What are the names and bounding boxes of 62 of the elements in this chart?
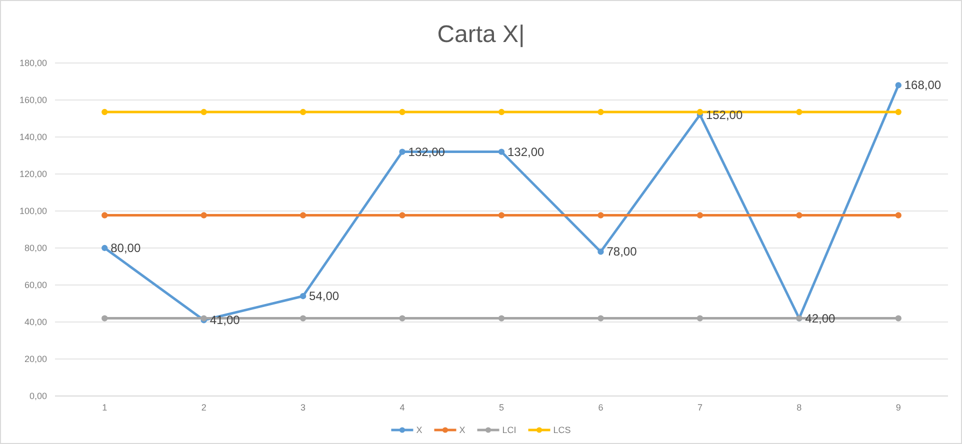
point — [102, 315, 108, 322]
point — [300, 315, 306, 322]
data-label: 54,00 — [309, 289, 340, 304]
point — [498, 212, 505, 218]
data-label: 168,00 — [904, 78, 942, 92]
y-tick-label: 20,00 — [24, 354, 47, 364]
y-tick-label: 140,00 — [19, 132, 47, 142]
point — [399, 108, 406, 116]
point — [102, 244, 108, 252]
point — [498, 108, 505, 116]
point — [200, 212, 207, 218]
point — [895, 82, 902, 88]
point — [300, 293, 306, 300]
point — [796, 212, 802, 218]
point — [598, 212, 604, 218]
point — [102, 108, 108, 116]
data-label: 41,00 — [210, 313, 240, 328]
legend-label: LCI — [502, 425, 516, 435]
y-tick-label: 80,00 — [24, 242, 47, 253]
point — [102, 212, 108, 218]
point — [399, 315, 406, 322]
point — [696, 108, 704, 116]
legend-label: X — [416, 425, 422, 435]
chart-title: Carta X| — [437, 21, 525, 48]
x-tick-label: 9 — [896, 402, 901, 412]
point — [300, 212, 306, 218]
y-tick-label: 0,00 — [29, 390, 47, 401]
x-tick-label: 8 — [796, 402, 802, 412]
point — [696, 212, 704, 218]
x-tick-label: 4 — [400, 402, 405, 412]
point — [598, 315, 604, 322]
data-label: 42,00 — [805, 311, 836, 326]
point — [598, 108, 604, 116]
data-label: 132,00 — [508, 144, 545, 159]
point — [498, 148, 505, 155]
y-tick-label: 100,00 — [19, 206, 47, 216]
x-tick-label: 5 — [498, 402, 504, 412]
point — [895, 108, 902, 116]
x-tick-label: 3 — [300, 402, 306, 412]
x-tick-label: 1 — [102, 402, 108, 412]
point — [895, 212, 902, 218]
point — [399, 212, 406, 218]
legend-label: LCS — [553, 425, 571, 435]
point — [895, 315, 902, 322]
legend-label: X — [459, 425, 466, 435]
x-tick-label: 7 — [697, 402, 702, 412]
y-tick-label: 120,00 — [19, 168, 47, 179]
point — [200, 108, 207, 116]
y-tick-label: 60,00 — [24, 280, 47, 290]
y-tick-label: 180,00 — [19, 58, 47, 68]
point — [696, 315, 704, 322]
point — [796, 108, 802, 116]
data-label: 78,00 — [606, 244, 638, 259]
x-tick-label: 6 — [598, 402, 604, 412]
point — [498, 315, 505, 322]
y-tick-label: 40,00 — [24, 316, 47, 327]
point — [399, 148, 406, 155]
point — [300, 108, 306, 116]
point — [598, 248, 604, 255]
y-tick-label: 160,00 — [19, 94, 47, 105]
x-tick-label: 2 — [201, 402, 206, 412]
data-label: 80,00 — [110, 241, 141, 255]
